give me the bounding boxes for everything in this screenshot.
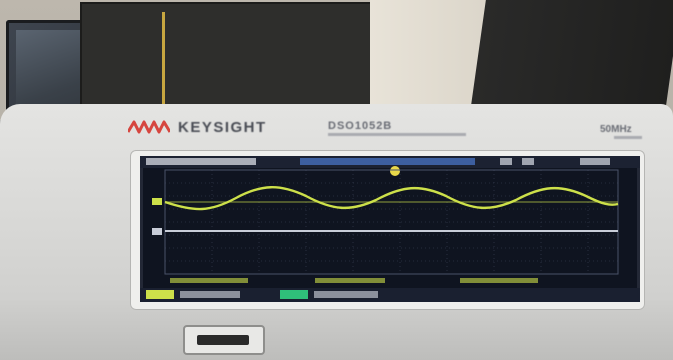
status-block-3 <box>580 158 610 165</box>
measurement-text-blurred-3 <box>460 278 538 283</box>
channel1-waveform <box>164 186 619 211</box>
graticule-frame <box>164 169 619 275</box>
status-text-blurred <box>146 158 256 165</box>
background-monitor-middle <box>80 2 375 108</box>
usb-port[interactable] <box>183 325 265 355</box>
channel1-marker <box>152 198 162 205</box>
bottom-status-bar <box>140 288 640 302</box>
brand-name: KEYSIGHT <box>178 118 267 136</box>
timebase-memory-bar <box>300 158 475 165</box>
channel2-marker <box>152 228 162 235</box>
measurement-text-blurred-2 <box>315 278 385 283</box>
bandwidth-label: 50MHz <box>600 124 632 135</box>
scale-text-blurred-1 <box>180 291 240 298</box>
brand-logo: KEYSIGHT <box>128 118 267 136</box>
status-block-2 <box>522 158 534 165</box>
oscilloscope-front-panel <box>0 300 673 360</box>
scale-text-blurred-2 <box>314 291 378 298</box>
channel1-scale-badge <box>146 290 174 299</box>
scope-display <box>140 156 640 302</box>
usb-slot <box>197 335 249 345</box>
measurement-text-blurred-1 <box>170 278 248 283</box>
model-subtitle-blurred <box>328 133 466 136</box>
keysight-wave-icon <box>128 120 170 134</box>
background-monitor-right <box>470 0 673 112</box>
model-number: DSO1052B <box>328 120 393 132</box>
graticule-grid <box>164 170 618 274</box>
status-block-1 <box>500 158 512 165</box>
bandwidth-subtitle-blurred <box>614 136 642 139</box>
trigger-position-marker <box>390 166 400 176</box>
background-cable <box>162 12 165 107</box>
oscilloscope-screen <box>140 156 640 302</box>
channel2-scale-badge <box>280 290 308 299</box>
